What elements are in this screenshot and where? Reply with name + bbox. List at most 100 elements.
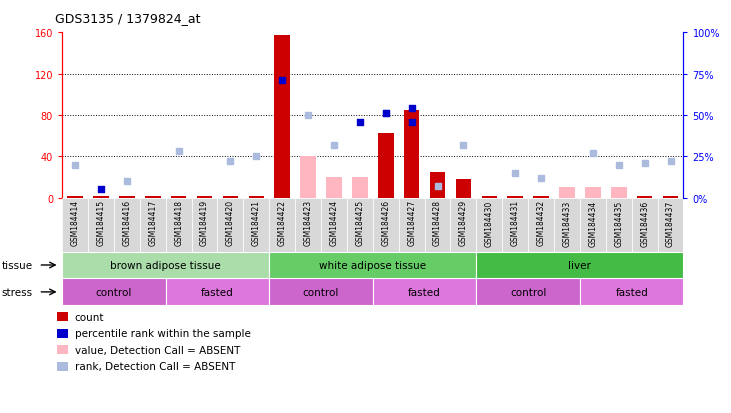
Bar <box>94 196 109 198</box>
Bar <box>243 198 269 252</box>
Point <box>121 178 133 185</box>
Bar <box>477 252 683 279</box>
Text: GSM184414: GSM184414 <box>71 200 80 246</box>
Bar <box>632 198 658 252</box>
Text: GSM184415: GSM184415 <box>96 200 105 246</box>
Point <box>354 119 366 126</box>
Text: GSM184420: GSM184420 <box>226 200 235 246</box>
Bar <box>249 196 264 198</box>
Text: GSM184426: GSM184426 <box>382 200 390 246</box>
Bar <box>88 198 114 252</box>
Point <box>613 162 624 169</box>
Bar <box>507 196 523 198</box>
Point <box>69 162 81 169</box>
Text: fasted: fasted <box>616 287 648 297</box>
Bar <box>611 188 626 198</box>
Text: brown adipose tissue: brown adipose tissue <box>110 260 221 271</box>
Bar <box>373 198 398 252</box>
Text: GSM184430: GSM184430 <box>485 200 494 246</box>
Text: liver: liver <box>569 260 591 271</box>
Bar <box>658 198 683 252</box>
Point <box>251 154 262 160</box>
Text: GDS3135 / 1379824_at: GDS3135 / 1379824_at <box>55 12 200 25</box>
Text: GSM184424: GSM184424 <box>330 200 338 246</box>
Text: GSM184437: GSM184437 <box>666 200 675 246</box>
Bar <box>559 188 575 198</box>
Text: GSM184423: GSM184423 <box>303 200 313 246</box>
Bar <box>166 279 269 306</box>
Bar <box>67 196 83 198</box>
Bar <box>57 329 68 338</box>
Bar <box>580 198 606 252</box>
Text: GSM184422: GSM184422 <box>278 200 287 246</box>
Bar <box>274 36 290 198</box>
Bar <box>585 188 601 198</box>
Point <box>535 175 547 182</box>
Text: control: control <box>303 287 339 297</box>
Point <box>224 159 236 165</box>
Bar <box>321 198 347 252</box>
Point <box>380 111 392 117</box>
Text: GSM184427: GSM184427 <box>407 200 416 246</box>
Text: percentile rank within the sample: percentile rank within the sample <box>75 328 251 338</box>
Bar <box>477 198 502 252</box>
Bar <box>326 178 342 198</box>
Bar <box>477 279 580 306</box>
Text: tissue: tissue <box>1 260 33 271</box>
Bar <box>398 198 425 252</box>
Text: GSM184421: GSM184421 <box>251 200 261 246</box>
Text: GSM184428: GSM184428 <box>433 200 442 246</box>
Bar <box>62 198 88 252</box>
Bar <box>450 198 477 252</box>
Point <box>328 142 340 149</box>
Text: GSM184417: GSM184417 <box>148 200 157 246</box>
Point <box>639 160 651 167</box>
Text: count: count <box>75 312 104 322</box>
Text: GSM184432: GSM184432 <box>537 200 545 246</box>
Bar <box>373 279 477 306</box>
Bar <box>580 279 683 306</box>
Bar <box>269 252 477 279</box>
Text: stress: stress <box>1 287 33 297</box>
Text: GSM184416: GSM184416 <box>122 200 132 246</box>
Bar <box>140 198 166 252</box>
Text: GSM184435: GSM184435 <box>614 200 624 246</box>
Bar <box>62 252 269 279</box>
Bar <box>171 196 186 198</box>
Bar <box>528 198 554 252</box>
Bar <box>295 198 321 252</box>
Text: fasted: fasted <box>201 287 234 297</box>
Text: GSM184431: GSM184431 <box>511 200 520 246</box>
Bar <box>554 198 580 252</box>
Point <box>587 150 599 157</box>
Text: GSM184418: GSM184418 <box>174 200 183 246</box>
Bar <box>606 198 632 252</box>
Point <box>302 112 314 119</box>
Bar <box>663 196 678 198</box>
Bar <box>192 198 218 252</box>
Bar <box>119 196 135 198</box>
Bar <box>269 198 295 252</box>
Bar <box>223 196 238 198</box>
Bar <box>378 133 393 198</box>
Text: control: control <box>510 287 546 297</box>
Text: GSM184434: GSM184434 <box>588 200 597 246</box>
Point <box>380 111 392 117</box>
Point <box>406 106 417 112</box>
Bar <box>534 196 549 198</box>
Text: GSM184419: GSM184419 <box>200 200 209 246</box>
Text: GSM184425: GSM184425 <box>355 200 364 246</box>
Bar <box>430 173 445 198</box>
Bar <box>218 198 243 252</box>
Bar <box>347 198 373 252</box>
Bar <box>482 196 497 198</box>
Bar <box>62 279 166 306</box>
Bar <box>57 312 68 321</box>
Text: white adipose tissue: white adipose tissue <box>319 260 426 271</box>
Bar <box>114 198 140 252</box>
Point <box>664 159 676 165</box>
Text: value, Detection Call = ABSENT: value, Detection Call = ABSENT <box>75 345 240 355</box>
Bar <box>352 178 368 198</box>
Bar <box>300 157 316 198</box>
Bar <box>455 180 471 198</box>
